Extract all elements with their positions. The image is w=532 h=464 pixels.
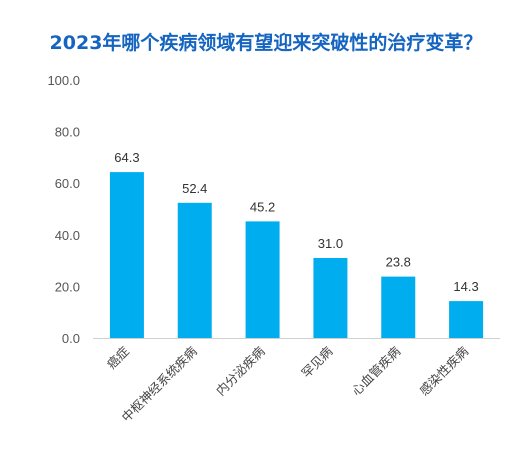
y-axis: 0.0 20.0 40.0 60.0 80.0 100.0 <box>47 73 80 346</box>
x-tick-label: 感染性疾病 <box>416 344 471 399</box>
bar <box>177 202 212 338</box>
data-label: 45.2 <box>250 199 275 214</box>
bar <box>245 221 280 338</box>
y-tick-label: 0.0 <box>62 331 80 346</box>
x-tick-label: 心血管疾病 <box>349 344 404 399</box>
x-tick-label: 中枢神经系统疾病 <box>119 344 200 425</box>
bar <box>449 301 484 338</box>
bar <box>109 172 144 338</box>
y-tick-label: 20.0 <box>55 279 80 294</box>
x-tick-label: 内分泌疾病 <box>213 344 268 399</box>
data-label: 64.3 <box>114 150 139 165</box>
bars <box>109 172 484 338</box>
data-label: 31.0 <box>318 236 343 251</box>
data-label: 14.3 <box>453 279 478 294</box>
x-tick-label: 癌症 <box>104 344 132 372</box>
chart-title: 2023年哪个疾病领域有望迎来突破性的治疗变革？ <box>49 32 483 54</box>
y-tick-label: 40.0 <box>55 228 80 243</box>
data-label: 52.4 <box>182 181 207 196</box>
bar <box>381 276 416 338</box>
data-labels: 64.3 52.4 45.2 31.0 23.8 14.3 <box>114 150 478 294</box>
x-tick-label: 罕见病 <box>298 344 335 381</box>
data-label: 23.8 <box>386 255 411 270</box>
y-tick-label: 80.0 <box>55 125 80 140</box>
bar <box>313 258 348 338</box>
y-tick-label: 100.0 <box>47 73 80 88</box>
y-tick-label: 60.0 <box>55 176 80 191</box>
